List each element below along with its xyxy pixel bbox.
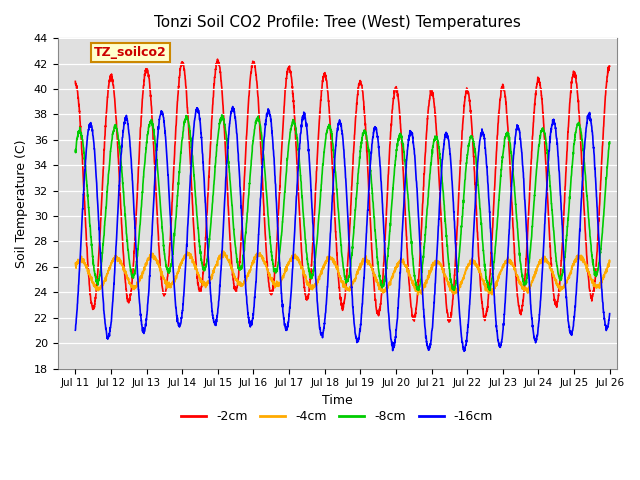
-16cm xyxy=(606,311,614,316)
-2cm xyxy=(445,318,452,324)
-16cm xyxy=(444,136,452,142)
-8cm xyxy=(72,149,79,155)
-2cm xyxy=(241,165,249,171)
-4cm xyxy=(445,279,452,285)
-8cm xyxy=(486,288,494,294)
-16cm xyxy=(241,275,249,280)
Title: Tonzi Soil CO2 Profile: Tree (West) Temperatures: Tonzi Soil CO2 Profile: Tree (West) Temp… xyxy=(154,15,520,30)
-8cm xyxy=(606,139,614,145)
Legend: -2cm, -4cm, -8cm, -16cm: -2cm, -4cm, -8cm, -16cm xyxy=(177,406,498,428)
-8cm xyxy=(410,269,418,275)
-16cm xyxy=(513,126,520,132)
-2cm xyxy=(214,56,221,62)
Line: -8cm: -8cm xyxy=(76,115,610,291)
-16cm xyxy=(72,327,79,333)
-2cm xyxy=(72,79,79,84)
-8cm xyxy=(444,253,452,259)
-16cm xyxy=(229,104,237,109)
-16cm xyxy=(473,168,481,174)
-4cm xyxy=(220,248,227,254)
-2cm xyxy=(473,218,481,224)
Y-axis label: Soil Temperature (C): Soil Temperature (C) xyxy=(15,139,28,267)
Text: TZ_soilco2: TZ_soilco2 xyxy=(94,46,166,60)
-4cm xyxy=(72,261,79,266)
Line: -16cm: -16cm xyxy=(76,107,610,351)
-16cm xyxy=(410,146,418,152)
-2cm xyxy=(445,319,452,325)
-4cm xyxy=(241,276,249,282)
-4cm xyxy=(513,273,520,279)
-8cm xyxy=(445,256,452,262)
-16cm xyxy=(460,348,468,354)
-4cm xyxy=(415,292,422,298)
-8cm xyxy=(473,164,481,169)
-4cm xyxy=(410,282,418,288)
Line: -2cm: -2cm xyxy=(76,59,610,322)
-2cm xyxy=(444,317,452,323)
-8cm xyxy=(218,112,226,118)
-16cm xyxy=(445,137,452,143)
-2cm xyxy=(606,63,614,69)
Line: -4cm: -4cm xyxy=(76,251,610,295)
-2cm xyxy=(513,282,520,288)
-2cm xyxy=(410,315,418,321)
-4cm xyxy=(473,263,481,268)
-4cm xyxy=(606,259,614,265)
X-axis label: Time: Time xyxy=(322,394,353,407)
-8cm xyxy=(241,237,249,242)
-8cm xyxy=(513,212,520,217)
-4cm xyxy=(445,282,452,288)
